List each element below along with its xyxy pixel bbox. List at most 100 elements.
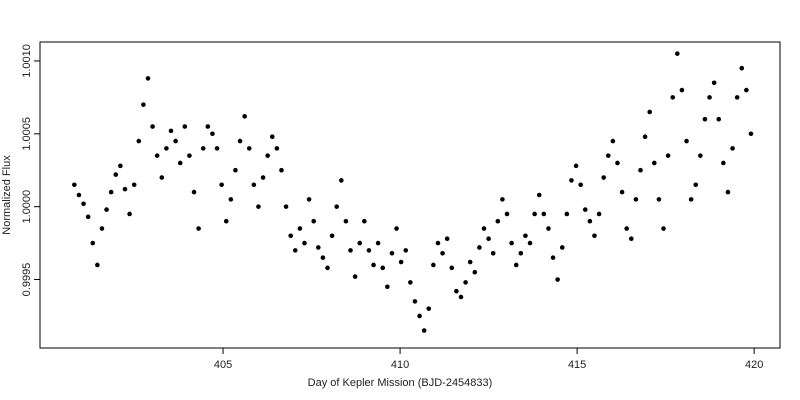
data-point: [311, 218, 316, 224]
data-point: [177, 160, 183, 166]
data-point: [546, 226, 551, 231]
data-point: [532, 211, 537, 217]
data-point: [173, 138, 178, 144]
data-point: [223, 218, 229, 224]
data-point: [302, 240, 307, 246]
data-point: [748, 131, 754, 137]
data-point: [242, 114, 247, 119]
data-point: [168, 128, 174, 134]
data-point: [734, 95, 740, 100]
data-point: [348, 248, 353, 253]
x-tick-label: 415: [568, 359, 586, 371]
data-point: [679, 87, 685, 93]
data-point: [541, 211, 547, 217]
data-point: [601, 175, 606, 180]
data-point: [578, 182, 583, 188]
data-point: [495, 218, 501, 224]
data-point: [246, 146, 252, 151]
data-point: [150, 124, 155, 129]
data-point: [463, 280, 468, 285]
data-point: [85, 214, 91, 220]
y-tick-label: 1.0005: [21, 117, 33, 151]
data-point: [661, 226, 666, 231]
data-point: [297, 226, 303, 231]
data-point: [292, 248, 298, 253]
data-point: [95, 262, 100, 268]
x-axis-label: Day of Kepler Mission (BJD-2454833): [308, 377, 493, 389]
data-point: [118, 163, 123, 169]
y-axis-label: Normalized Flux: [1, 155, 13, 235]
data-point: [366, 248, 372, 253]
data-point: [702, 116, 708, 122]
data-point: [454, 288, 459, 294]
data-point: [725, 189, 731, 195]
data-point: [90, 240, 96, 246]
data-point: [141, 102, 146, 107]
data-point: [605, 153, 611, 158]
data-point: [228, 197, 234, 202]
data-point: [108, 189, 114, 195]
data-point: [274, 146, 280, 151]
data-point: [633, 197, 639, 202]
data-point: [145, 76, 151, 81]
y-tick-label: 1.0000: [21, 190, 33, 224]
data-point: [403, 248, 409, 253]
data-point: [739, 65, 745, 71]
data-point: [440, 250, 445, 256]
data-point: [481, 226, 487, 231]
data-point: [136, 138, 142, 144]
data-point: [698, 153, 703, 158]
data-point: [219, 182, 224, 188]
data-point: [509, 240, 514, 246]
data-point: [647, 109, 653, 115]
data-point: [398, 259, 404, 265]
data-point: [477, 245, 482, 250]
data-point: [523, 233, 528, 239]
data-point: [122, 186, 128, 192]
data-point: [159, 175, 165, 180]
data-point: [182, 124, 188, 129]
data-point: [619, 189, 625, 195]
data-point: [472, 269, 478, 275]
data-point: [343, 218, 349, 224]
data-point: [99, 226, 105, 231]
data-point: [559, 245, 565, 250]
data-point: [527, 240, 533, 246]
data-point: [426, 306, 432, 311]
data-point: [518, 250, 524, 256]
data-point: [269, 134, 275, 140]
data-point: [716, 116, 722, 122]
data-point: [154, 153, 160, 158]
data-point: [283, 204, 289, 209]
data-point: [81, 201, 86, 207]
data-point: [665, 153, 671, 158]
data-point: [431, 262, 436, 268]
data-point: [744, 87, 749, 93]
plot-frame: [39, 41, 781, 349]
data-point: [210, 131, 215, 137]
data-point: [711, 80, 717, 86]
data-point: [164, 146, 169, 151]
data-point: [490, 250, 496, 256]
data-point: [214, 146, 220, 151]
x-tick-label: 405: [214, 359, 232, 371]
data-point: [444, 236, 450, 242]
data-point: [587, 218, 593, 224]
data-point: [458, 294, 464, 300]
data-point: [656, 197, 662, 202]
data-point: [693, 182, 699, 188]
data-point: [237, 138, 243, 144]
data-point: [315, 245, 321, 250]
x-tick-label: 410: [391, 359, 409, 371]
data-point: [306, 197, 312, 202]
data-point: [513, 262, 519, 268]
y-tick-label: 1.0010: [21, 44, 33, 78]
data-point: [500, 197, 505, 202]
data-point: [610, 138, 616, 144]
data-point: [352, 274, 358, 279]
data-point: [688, 197, 694, 202]
data-point: [187, 153, 192, 158]
data-point: [536, 192, 542, 198]
data-point: [265, 153, 270, 158]
